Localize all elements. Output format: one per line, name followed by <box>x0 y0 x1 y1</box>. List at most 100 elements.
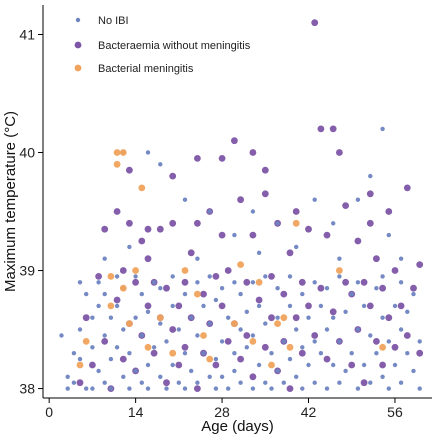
point-no-ibi <box>207 374 212 379</box>
point-bacteraemia <box>268 273 275 280</box>
point-no-ibi <box>294 244 299 250</box>
point-bacteraemia <box>360 379 368 387</box>
point-bacteraemia <box>286 249 294 257</box>
point-meningitis <box>255 278 263 286</box>
point-bacteraemia <box>163 379 170 387</box>
point-no-ibi <box>139 380 144 385</box>
point-meningitis <box>144 343 152 351</box>
point-bacteraemia <box>175 302 183 310</box>
point-no-ibi <box>84 386 89 391</box>
point-no-ibi <box>90 386 95 391</box>
point-no-ibi <box>380 374 385 379</box>
point-no-ibi <box>232 232 237 238</box>
point-bacteraemia <box>144 255 152 263</box>
point-no-ibi <box>324 286 330 291</box>
point-no-ibi <box>287 274 293 279</box>
point-no-ibi <box>77 356 83 362</box>
point-no-ibi <box>232 280 237 285</box>
point-bacteraemia <box>410 284 417 292</box>
point-no-ibi <box>318 351 324 356</box>
point-no-ibi <box>145 386 151 391</box>
x-tick-label: 0 <box>45 404 53 420</box>
point-no-ibi <box>207 321 212 326</box>
point-no-ibi <box>331 221 336 226</box>
point-bacteraemia <box>342 202 349 210</box>
y-axis-title: Maximum temperature (°C) <box>2 111 19 292</box>
point-no-ibi <box>269 386 274 391</box>
point-bacteraemia <box>317 125 325 133</box>
point-bacteraemia <box>397 302 405 310</box>
point-no-ibi <box>121 374 126 379</box>
point-no-ibi <box>324 386 330 391</box>
point-no-ibi <box>275 221 280 226</box>
legend-label-no-ibi: No IBI <box>98 15 129 27</box>
point-no-ibi <box>331 362 336 368</box>
point-no-ibi <box>256 303 262 309</box>
point-no-ibi <box>65 386 70 391</box>
point-no-ibi <box>158 286 163 291</box>
point-no-ibi <box>324 327 330 332</box>
point-bacteraemia <box>403 184 411 192</box>
point-no-ibi <box>380 274 385 279</box>
point-bacteraemia <box>336 149 343 156</box>
point-no-ibi <box>275 286 280 291</box>
point-no-ibi <box>102 380 107 385</box>
legend-marker-meningitis <box>74 64 82 72</box>
point-no-ibi <box>189 315 194 320</box>
point-no-ibi <box>207 209 212 214</box>
point-bacteraemia <box>200 290 207 298</box>
point-no-ibi <box>343 368 348 374</box>
point-no-ibi <box>195 333 200 338</box>
point-bacteraemia <box>379 361 386 369</box>
point-bacteraemia <box>218 302 226 310</box>
point-meningitis <box>113 149 121 156</box>
point-no-ibi <box>275 368 280 374</box>
point-bacteraemia <box>125 166 133 174</box>
point-bacteraemia <box>194 385 201 392</box>
point-bacteraemia <box>391 343 399 351</box>
point-bacteraemia <box>218 155 226 162</box>
point-bacteraemia <box>113 296 121 304</box>
point-no-ibi <box>108 356 114 362</box>
point-no-ibi <box>77 327 83 332</box>
point-bacteraemia <box>89 361 96 369</box>
point-meningitis <box>156 314 164 322</box>
point-bacteraemia <box>237 196 245 204</box>
point-no-ibi <box>306 362 311 368</box>
point-bacteraemia <box>231 137 238 145</box>
point-bacteraemia <box>76 379 84 387</box>
point-no-ibi <box>145 309 151 314</box>
point-no-ibi <box>300 345 305 350</box>
point-no-ibi <box>213 356 219 362</box>
point-no-ibi <box>176 327 181 332</box>
point-no-ibi <box>133 315 138 320</box>
point-meningitis <box>76 361 84 369</box>
point-no-ibi <box>374 351 379 356</box>
point-no-ibi <box>312 280 317 285</box>
point-no-ibi <box>164 339 169 344</box>
point-bacteraemia <box>249 373 257 381</box>
point-no-ibi <box>65 374 70 379</box>
point-no-ibi <box>294 374 299 379</box>
point-no-ibi <box>306 315 311 320</box>
point-no-ibi <box>226 386 231 391</box>
point-bacteraemia <box>249 149 257 156</box>
point-no-ibi <box>114 303 120 309</box>
point-no-ibi <box>287 303 293 309</box>
point-bacteraemia <box>311 19 319 27</box>
point-bacteraemia <box>249 231 257 239</box>
point-bacteraemia <box>119 355 127 363</box>
point-no-ibi <box>133 368 138 374</box>
point-no-ibi <box>294 327 299 332</box>
point-no-ibi <box>386 339 391 344</box>
point-no-ibi <box>84 291 89 297</box>
point-no-ibi <box>349 351 354 356</box>
point-bacteraemia <box>101 338 109 345</box>
point-no-ibi <box>182 386 188 391</box>
y-tick-label: 40 <box>19 145 35 161</box>
point-no-ibi <box>127 244 132 250</box>
point-bacteraemia <box>187 249 195 257</box>
y-tick-label: 39 <box>19 263 35 279</box>
point-no-ibi <box>176 380 181 385</box>
